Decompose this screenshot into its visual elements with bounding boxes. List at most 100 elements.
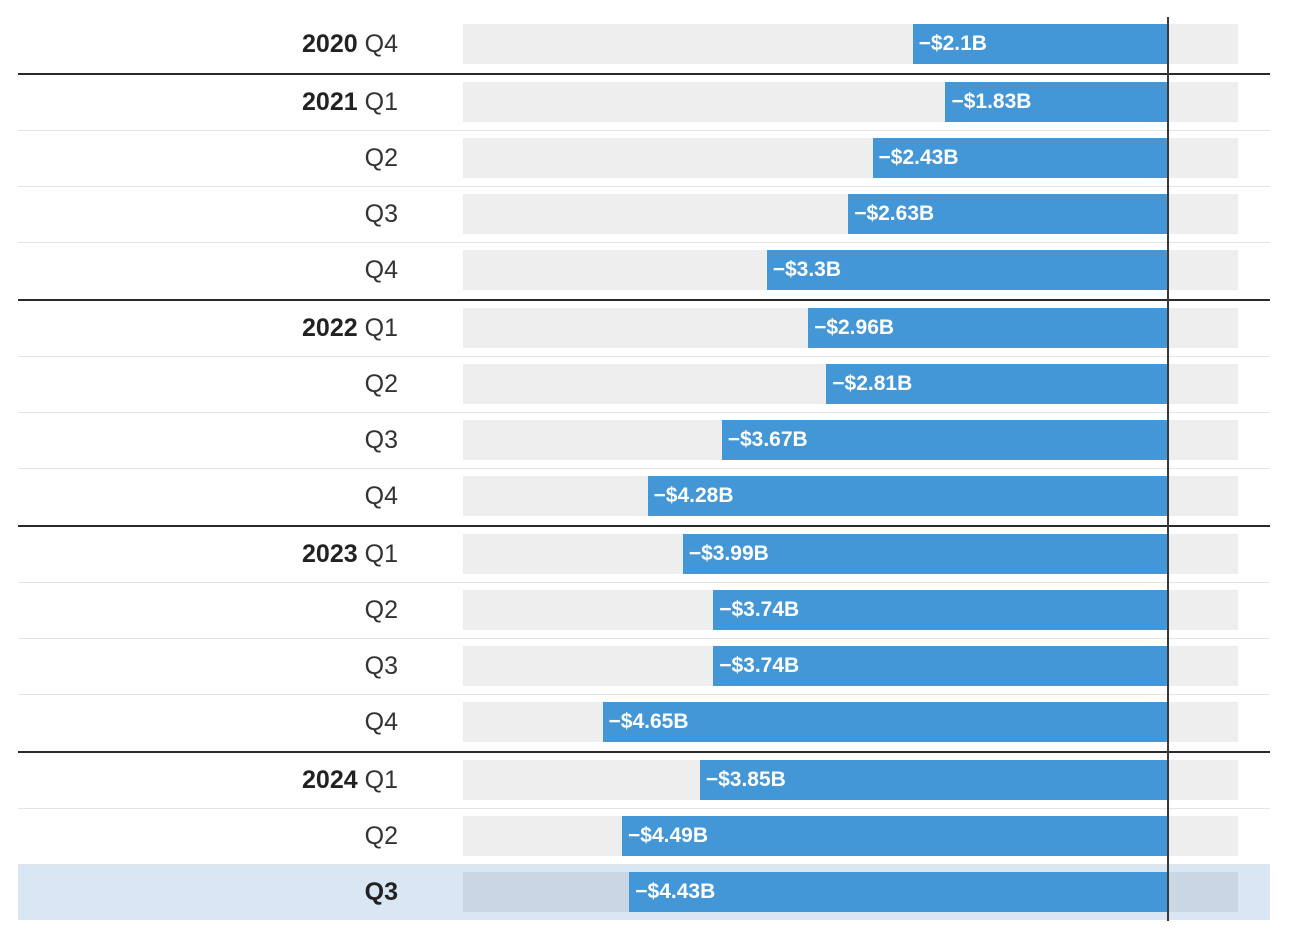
bar	[602, 702, 1168, 742]
table-row: Q2 −$4.49B	[18, 808, 1270, 864]
row-divider	[18, 808, 1270, 809]
row-divider	[18, 694, 1270, 695]
year-label: 2022	[302, 314, 358, 342]
row-divider	[18, 638, 1270, 639]
bar	[647, 476, 1168, 516]
bar	[945, 82, 1168, 122]
table-row: 2021 Q1 −$1.83B	[18, 73, 1270, 130]
row-label: 2024 Q1	[302, 752, 398, 808]
row-label: 2020 Q4	[302, 16, 398, 72]
year-divider	[18, 751, 1270, 753]
row-label: Q2	[365, 808, 398, 864]
quarter-label: Q2	[364, 144, 398, 172]
table-row: Q4 −$4.65B	[18, 694, 1270, 750]
row-label: Q4	[365, 468, 398, 524]
bar	[848, 194, 1168, 234]
table-row: 2022 Q1 −$2.96B	[18, 299, 1270, 356]
bar	[622, 816, 1168, 856]
year-label: 2023	[302, 540, 358, 568]
table-row: Q3 −$3.74B	[18, 638, 1270, 694]
year-label: 2024	[302, 766, 358, 794]
quarter-label: Q4	[364, 708, 398, 736]
bar-value-label: −$3.67B	[727, 428, 808, 451]
bar-value-label: −$2.43B	[878, 146, 959, 169]
row-label: Q4	[365, 694, 398, 750]
bar-value-label: −$3.85B	[705, 768, 786, 791]
row-divider	[18, 356, 1270, 357]
bar	[766, 250, 1168, 290]
quarter-label: Q3	[364, 652, 398, 680]
quarter-label: Q1	[364, 88, 398, 116]
table-row: Q2 −$2.81B	[18, 356, 1270, 412]
quarter-label: Q1	[364, 314, 398, 342]
bar-value-label: −$4.28B	[653, 484, 734, 507]
bar	[713, 590, 1168, 630]
row-label: 2023 Q1	[302, 526, 398, 582]
year-label: 2021	[302, 88, 358, 116]
row-label: Q2	[365, 130, 398, 186]
bar	[826, 364, 1168, 404]
table-row: Q3 −$3.67B	[18, 412, 1270, 468]
quarter-label: Q1	[364, 540, 398, 568]
quarter-label: Q4	[364, 30, 398, 58]
table-row: Q2 −$3.74B	[18, 582, 1270, 638]
quarter-label: Q2	[364, 822, 398, 850]
bar-value-label: −$3.3B	[772, 258, 842, 281]
year-label: 2020	[302, 30, 358, 58]
row-divider	[18, 242, 1270, 243]
table-row: Q3 −$4.43B	[18, 864, 1270, 920]
row-label: Q3	[365, 864, 398, 920]
quarter-label: Q2	[364, 596, 398, 624]
row-label: 2021 Q1	[302, 74, 398, 130]
bar-value-label: −$2.96B	[814, 316, 895, 339]
quarter-label: Q3	[364, 878, 398, 906]
year-divider	[18, 73, 1270, 75]
table-row: 2020 Q4 −$2.1B	[18, 16, 1270, 72]
bar	[699, 760, 1168, 800]
quarter-label: Q3	[364, 200, 398, 228]
row-label: Q2	[365, 582, 398, 638]
quarter-label: Q2	[364, 370, 398, 398]
bar-value-label: −$4.49B	[628, 824, 708, 847]
bar-value-label: −$3.99B	[688, 542, 769, 565]
year-divider	[18, 299, 1270, 301]
bar	[629, 872, 1168, 912]
bar	[721, 420, 1168, 460]
zero-axis-line	[1167, 17, 1169, 921]
table-row: Q3 −$2.63B	[18, 186, 1270, 242]
row-divider	[18, 186, 1270, 187]
row-divider	[18, 412, 1270, 413]
table-row: 2023 Q1 −$3.99B	[18, 525, 1270, 582]
quarter-label: Q1	[364, 766, 398, 794]
bar	[682, 534, 1168, 574]
bar-value-label: −$1.83B	[951, 90, 1032, 113]
table-row: 2024 Q1 −$3.85B	[18, 751, 1270, 808]
row-label: Q3	[365, 412, 398, 468]
row-divider	[18, 130, 1270, 131]
year-divider	[18, 525, 1270, 527]
bar	[872, 138, 1168, 178]
bar-value-label: −$4.65B	[608, 710, 689, 733]
bar	[713, 646, 1168, 686]
row-label: Q3	[365, 186, 398, 242]
table-row: Q4 −$4.28B	[18, 468, 1270, 524]
bar-value-label: −$2.1B	[918, 32, 987, 55]
table-row: Q2 −$2.43B	[18, 130, 1270, 186]
bar	[808, 308, 1168, 348]
row-divider	[18, 864, 1270, 865]
row-label: Q2	[365, 356, 398, 412]
quarter-label: Q4	[364, 256, 398, 284]
bar-value-label: −$4.43B	[635, 880, 716, 903]
bar-value-label: −$2.63B	[854, 202, 935, 225]
bar-value-label: −$2.81B	[832, 372, 913, 395]
table-row: Q4 −$3.3B	[18, 242, 1270, 298]
row-label: 2022 Q1	[302, 300, 398, 356]
row-label: Q4	[365, 242, 398, 298]
quarter-label: Q4	[364, 482, 398, 510]
row-label: Q3	[365, 638, 398, 694]
row-divider	[18, 468, 1270, 469]
bar-value-label: −$3.74B	[719, 654, 800, 677]
bar-value-label: −$3.74B	[719, 598, 800, 621]
quarter-label: Q3	[364, 426, 398, 454]
